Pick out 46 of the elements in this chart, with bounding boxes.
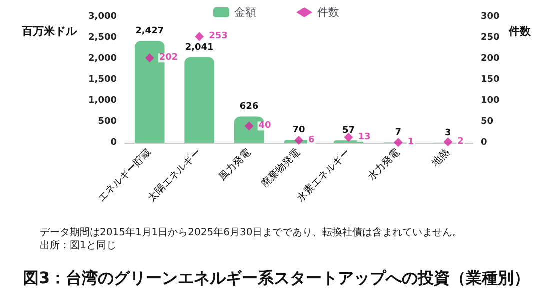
y2-tick-label: 250 (481, 33, 500, 43)
text: データ期間は2015年1月1日から2025年6月30日までであり、転換社債は含まれていません。 (40, 226, 463, 238)
data-label: 40 (258, 121, 272, 132)
y2-tick-label: 100 (481, 96, 500, 106)
point (294, 136, 304, 145)
y2-tick-label: 150 (481, 75, 500, 85)
data-label: 2,041 (185, 42, 214, 53)
x-tick-label: 風力発電 (216, 146, 254, 184)
data-label: 57 (342, 126, 355, 136)
data-label: 626 (240, 102, 259, 112)
point (344, 133, 354, 142)
y-tick-label: 0 (110, 138, 117, 148)
y-axis-title: 百万米ドル (21, 25, 78, 38)
y2-tick-label: 300 (481, 12, 500, 22)
y-tick-label: 1,500 (88, 75, 117, 85)
point (444, 138, 453, 147)
data-label: 202 (159, 53, 178, 64)
y2-tick-label: 50 (481, 117, 494, 127)
x-tick-label: 廃棄物発電 (259, 146, 303, 190)
point (145, 54, 154, 63)
text: 出所：図1と同じ (40, 240, 116, 252)
y-tick-label: 500 (98, 117, 117, 127)
y2-tick-label: 200 (481, 54, 500, 64)
y2-axis-title: 件数 (508, 25, 532, 38)
data-label: 2,427 (136, 26, 164, 37)
legend-label: 件数 (318, 6, 340, 19)
data-label: 1 (408, 138, 414, 148)
text: 図3：台湾のグリーンエネルギー系スタートアップへの投資（業種別） (22, 268, 530, 288)
data-label: 3 (445, 128, 452, 138)
data-label: 6 (308, 135, 315, 146)
y-tick-label: 1,000 (88, 96, 117, 106)
bar (184, 57, 214, 143)
point (394, 138, 403, 148)
data-label: 2 (458, 137, 464, 148)
y-tick-label: 2,500 (88, 33, 117, 43)
data-label: 70 (292, 126, 306, 136)
x-tick-label: 地熱 (428, 146, 452, 170)
x-tick-label: 水力発電 (366, 146, 402, 184)
data-label: 7 (395, 128, 402, 138)
data-label: 253 (209, 32, 228, 42)
y-tick-label: 3,000 (88, 12, 117, 22)
data-label: 13 (358, 132, 371, 143)
y2-tick-label: 0 (481, 138, 488, 148)
y-tick-label: 2,000 (88, 54, 117, 64)
point (195, 32, 204, 42)
legend-label: 金額 (234, 6, 256, 19)
